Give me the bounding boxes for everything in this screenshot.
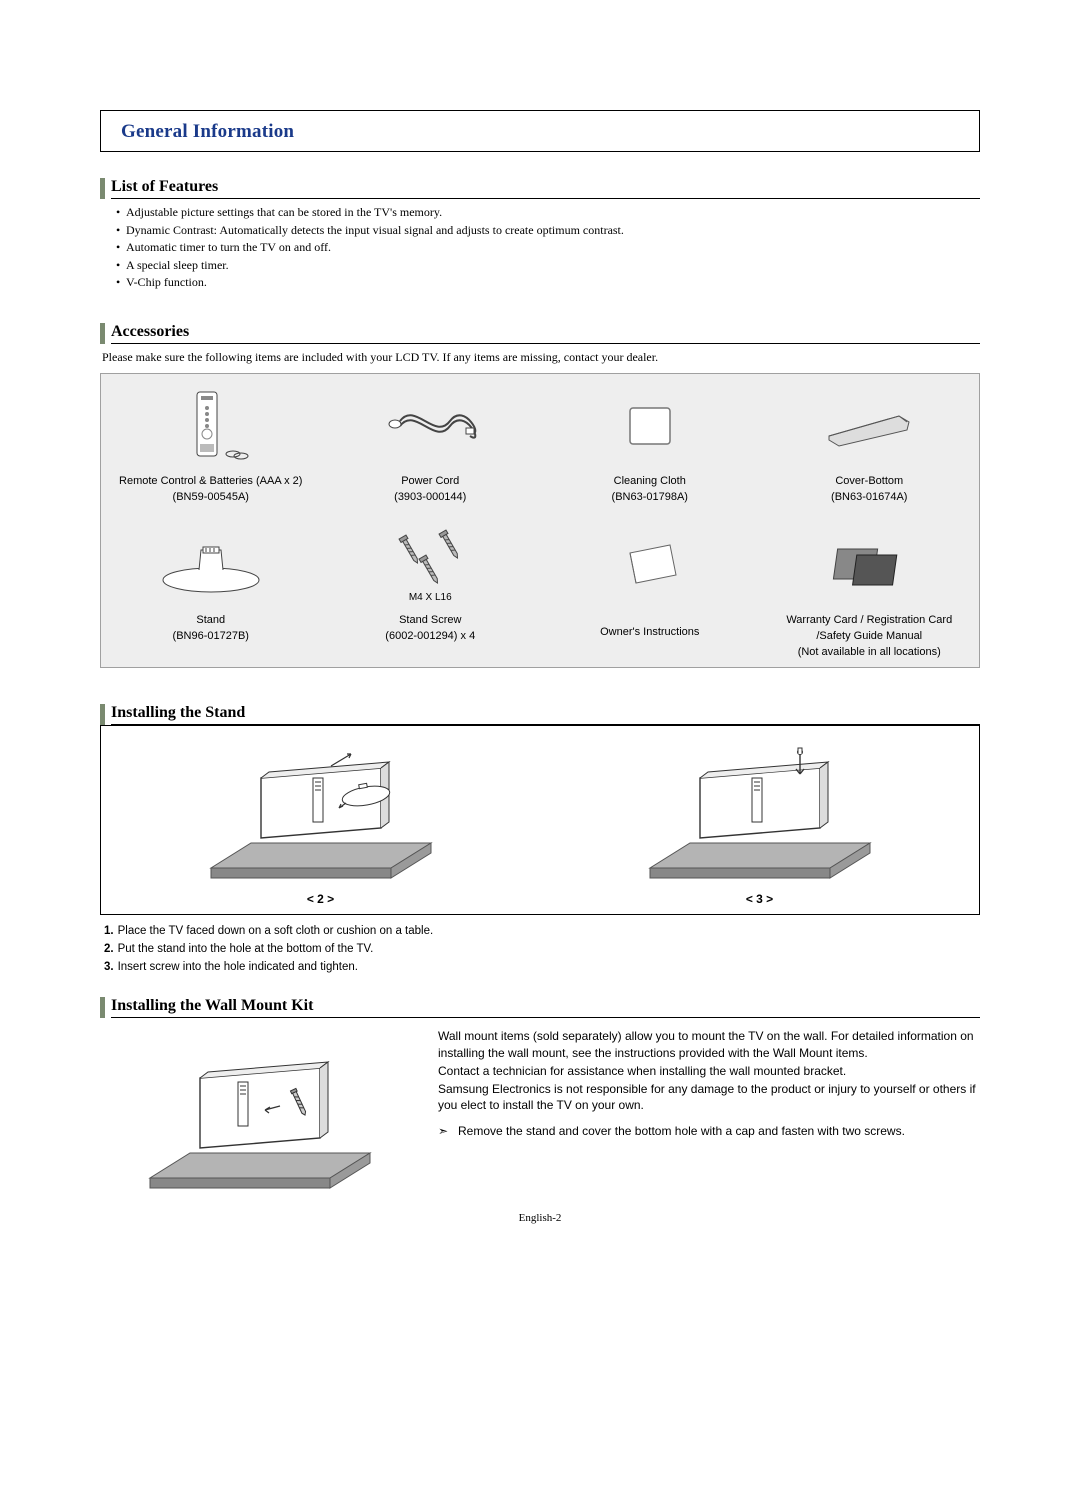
wall-layout: Wall mount items (sold separately) allow… <box>100 1028 980 1198</box>
accessory-label: Owner's Instructions <box>544 625 756 639</box>
step-text: Place the TV faced down on a soft cloth … <box>118 925 434 937</box>
features-list: Adjustable picture settings that can be … <box>100 205 980 291</box>
wall-paragraph: Samsung Electronics is not responsible f… <box>438 1081 980 1113</box>
cards-icon <box>764 519 976 611</box>
accent-bar <box>100 323 105 344</box>
accessory-cell: Cleaning Cloth (BN63-01798A) <box>540 374 760 513</box>
step-item: 1. Place the TV faced down on a soft clot… <box>104 925 980 937</box>
stand-heading: Installing the Stand <box>111 704 245 721</box>
stand-figures: < 2 > <box>100 725 980 915</box>
step-item: 2. Put the stand into the hole at the bot… <box>104 943 980 955</box>
accessories-table: Remote Control & Batteries (AAA x 2) (BN… <box>100 373 980 668</box>
accessory-cell: Stand (BN96-01727B) <box>101 513 321 668</box>
document-page: General Information List of Features Adj… <box>0 0 1080 1487</box>
wall-paragraph: Contact a technician for assistance when… <box>438 1063 980 1079</box>
accessory-partno: (BN63-01798A) <box>544 490 756 504</box>
accessory-label: Remote Control & Batteries (AAA x 2) <box>105 474 317 488</box>
manual-icon <box>544 519 756 611</box>
accessory-partno: (BN96-01727B) <box>105 629 317 643</box>
stand-figure-image <box>196 748 446 888</box>
stand-section: Installing the Stand <box>100 704 980 973</box>
features-heading-row: List of Features <box>100 178 980 199</box>
feature-item: A special sleep timer. <box>116 258 980 274</box>
wall-paragraph: Wall mount items (sold separately) allow… <box>438 1028 980 1060</box>
stand-steps: 1. Place the TV faced down on a soft clot… <box>104 925 980 973</box>
accessory-label: /Safety Guide Manual <box>764 629 976 643</box>
accessory-cell: Remote Control & Batteries (AAA x 2) (BN… <box>101 374 321 513</box>
accessory-cell: Warranty Card / Registration Card /Safet… <box>760 513 980 668</box>
accessory-cell: Cover-Bottom (BN63-01674A) <box>760 374 980 513</box>
accessory-label: Power Cord <box>325 474 537 488</box>
page-number: English-2 <box>100 1212 980 1224</box>
accessory-partno: (3903-000144) <box>325 490 537 504</box>
accessory-label: Cleaning Cloth <box>544 474 756 488</box>
accessory-label: Warranty Card / Registration Card <box>764 613 976 627</box>
accessories-intro: Please make sure the following items are… <box>100 350 980 365</box>
accessory-label: Stand <box>105 613 317 627</box>
stand-caption: < 2 > <box>307 892 334 906</box>
note-arrow-icon: ➣ <box>438 1123 458 1140</box>
stand-caption: < 3 > <box>746 892 773 906</box>
stand-figure: < 3 > <box>540 748 979 906</box>
cloth-icon <box>544 380 756 472</box>
feature-item: Adjustable picture settings that can be … <box>116 205 980 221</box>
main-title: General Information <box>121 121 294 142</box>
cover-bottom-icon <box>764 380 976 472</box>
stand-icon <box>105 519 317 611</box>
accessory-cell: Owner's Instructions <box>540 513 760 668</box>
step-num: 3. <box>104 961 114 973</box>
wall-heading: Installing the Wall Mount Kit <box>111 997 313 1014</box>
accessory-partno: (6002-001294) x 4 <box>325 629 537 643</box>
step-item: 3. Insert screw into the hole indicated a… <box>104 961 980 973</box>
heading-rule <box>111 1017 980 1018</box>
accessory-label: (Not available in all locations) <box>764 645 976 659</box>
accent-bar <box>100 178 105 199</box>
feature-item: Automatic timer to turn the TV on and of… <box>116 240 980 256</box>
screws-icon: M4 X L16 <box>325 519 537 611</box>
accessories-heading-row: Accessories <box>100 323 980 344</box>
accessory-label: Stand Screw <box>325 613 537 627</box>
step-num: 1. <box>104 925 114 937</box>
accessory-label: Cover-Bottom <box>764 474 976 488</box>
features-heading: List of Features <box>111 178 218 195</box>
powercord-icon <box>325 380 537 472</box>
remote-icon <box>105 380 317 472</box>
stand-heading-row: Installing the Stand <box>100 704 980 725</box>
accessory-partno: (BN63-01674A) <box>764 490 976 504</box>
wall-section: Installing the Wall Mount Kit <box>100 997 980 1198</box>
accessory-cell: Power Cord (3903-000144) <box>321 374 541 513</box>
wall-text: Wall mount items (sold separately) allow… <box>420 1028 980 1198</box>
stand-figure-image <box>635 748 885 888</box>
screw-size-label: M4 X L16 <box>409 591 452 604</box>
feature-item: Dynamic Contrast: Automatically detects … <box>116 223 980 239</box>
accessory-partno: (BN59-00545A) <box>105 490 317 504</box>
main-title-frame: General Information <box>100 110 980 152</box>
feature-item: V-Chip function. <box>116 275 980 291</box>
heading-rule <box>111 198 980 199</box>
features-section: List of Features Adjustable picture sett… <box>100 178 980 291</box>
accent-bar <box>100 997 105 1018</box>
stand-figure: < 2 > <box>101 748 540 906</box>
step-text: Insert screw into the hole indicated and… <box>118 961 358 973</box>
wall-figure <box>100 1028 420 1198</box>
step-text: Put the stand into the hole at the botto… <box>118 943 374 955</box>
heading-rule <box>111 724 980 725</box>
wall-heading-row: Installing the Wall Mount Kit <box>100 997 980 1018</box>
accessories-row: Remote Control & Batteries (AAA x 2) (BN… <box>101 374 979 513</box>
accessories-section: Accessories Please make sure the followi… <box>100 323 980 668</box>
accessories-row: Stand (BN96-01727B) <box>101 513 979 668</box>
wall-note-text: Remove the stand and cover the bottom ho… <box>458 1123 980 1140</box>
heading-rule <box>111 343 980 344</box>
accent-bar <box>100 704 105 725</box>
step-num: 2. <box>104 943 114 955</box>
accessories-heading: Accessories <box>111 323 189 340</box>
accessory-cell: M4 X L16 Stand Screw (6002-001294) x 4 <box>321 513 541 668</box>
wall-note: ➣ Remove the stand and cover the bottom … <box>438 1123 980 1140</box>
